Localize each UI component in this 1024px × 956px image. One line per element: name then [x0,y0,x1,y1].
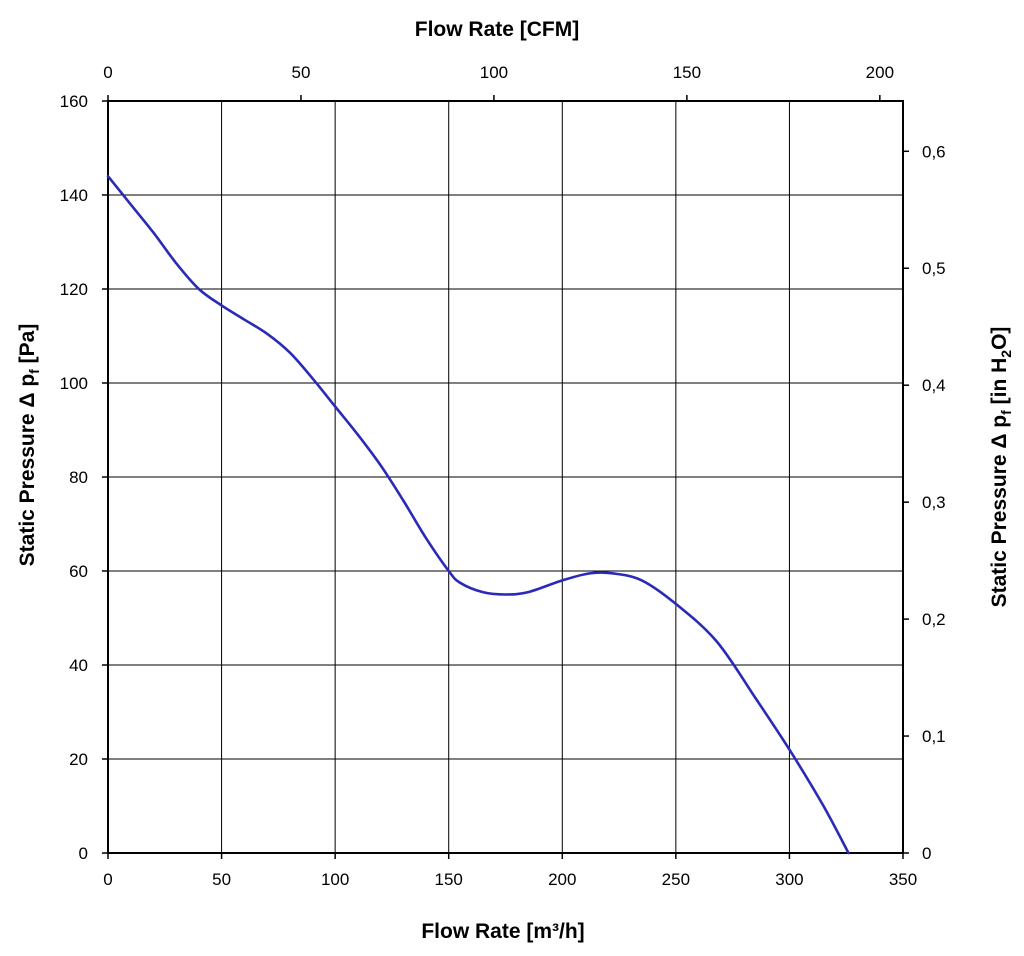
left-tick-label: 80 [69,468,88,487]
x-axis-title-top: Flow Rate [CFM] [415,18,579,41]
top-tick-label: 200 [866,63,894,82]
right-tick-label: 0,1 [922,727,946,746]
top-tick-label: 150 [673,63,701,82]
left-tick-label: 20 [69,750,88,769]
pressure-curve [106,174,850,855]
left-tick-label: 100 [60,374,88,393]
y-axis-title-right: Static Pressure Δ pf [in H2O] [988,327,1014,608]
top-axis-ticks: 0 50 100 150 200 [103,63,894,101]
left-tick-label: 40 [69,656,88,675]
left-tick-label: 140 [60,186,88,205]
top-tick-label: 100 [480,63,508,82]
bottom-tick-label: 250 [662,870,690,889]
bottom-axis-ticks: 0 50 100 150 200 250 300 350 [103,853,917,889]
right-tick-label: 0 [922,844,931,863]
bottom-tick-label: 0 [103,870,112,889]
left-axis-ticks: 0 20 40 60 80 100 120 140 160 [60,92,108,863]
right-tick-label: 0,6 [922,142,946,161]
x-axis-title-bottom: Flow Rate [m³/h] [421,920,584,943]
right-tick-label: 0,3 [922,493,946,512]
right-tick-label: 0,5 [922,259,946,278]
top-tick-label: 50 [292,63,311,82]
top-tick-label: 0 [103,63,112,82]
bottom-tick-label: 200 [548,870,576,889]
right-tick-label: 0,2 [922,610,946,629]
right-axis-ticks: 0 0,1 0,2 0,3 0,4 0,5 0,6 [903,142,946,863]
right-tick-label: 0,4 [922,376,946,395]
left-tick-label: 0 [79,844,88,863]
bottom-tick-label: 50 [212,870,231,889]
left-tick-label: 160 [60,92,88,111]
bottom-tick-label: 100 [321,870,349,889]
bottom-tick-label: 150 [435,870,463,889]
plot-frame [107,100,904,854]
y-axis-title-left: Static Pressure Δ pf [Pa] [16,324,42,567]
bottom-tick-label: 300 [775,870,803,889]
left-tick-label: 60 [69,562,88,581]
bottom-tick-label: 350 [889,870,917,889]
left-tick-label: 120 [60,280,88,299]
